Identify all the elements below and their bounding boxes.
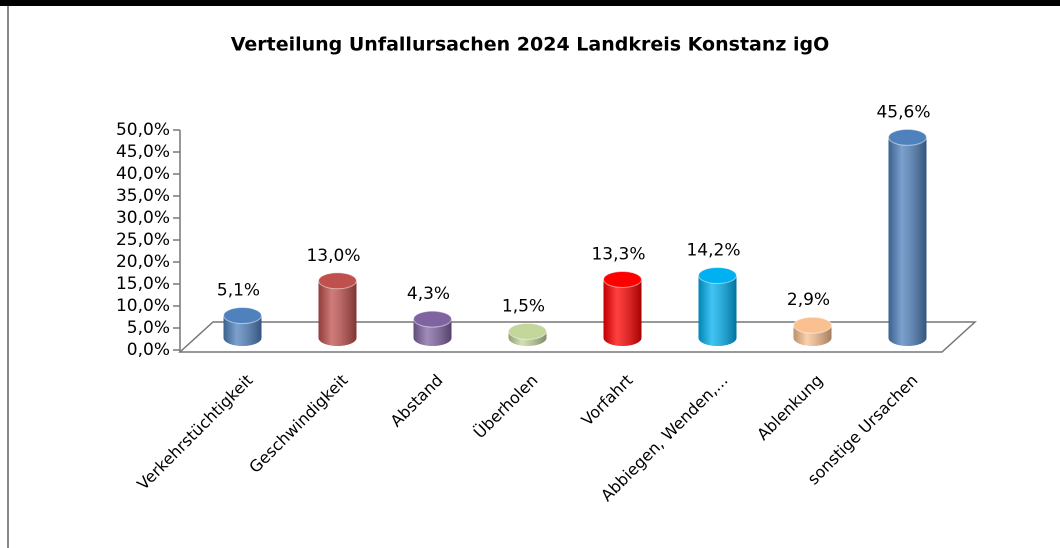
y-tick-label: 35,0% bbox=[116, 186, 170, 206]
data-label: 45,6% bbox=[876, 102, 930, 122]
bar-top bbox=[603, 270, 642, 288]
x-tick-label: Überholen bbox=[470, 371, 542, 443]
top-cell-separators bbox=[377, 0, 927, 6]
x-tick-label: Vorfahrt bbox=[577, 371, 636, 430]
bar-shade bbox=[318, 280, 357, 346]
bar-shade bbox=[888, 137, 927, 346]
x-tick-label: Abstand bbox=[387, 371, 447, 431]
data-label: 1,5% bbox=[502, 296, 545, 316]
y-tick-label: 30,0% bbox=[116, 208, 170, 228]
bar-shade bbox=[698, 275, 737, 346]
y-tick-label: 0,0% bbox=[127, 340, 170, 360]
x-tick-label: Verkehrstüchtigkeit bbox=[133, 371, 256, 494]
bar-top bbox=[508, 322, 547, 340]
y-tick-label: 40,0% bbox=[116, 164, 170, 184]
bar-shade bbox=[603, 279, 642, 346]
x-tick-label: Geschwindigkeit bbox=[245, 371, 351, 477]
chart-title: Verteilung Unfallursachen 2024 Landkreis… bbox=[231, 34, 830, 56]
data-label: 13,3% bbox=[591, 244, 645, 264]
floor bbox=[178, 321, 977, 353]
bar-top bbox=[793, 316, 832, 334]
data-label: 2,9% bbox=[787, 290, 830, 310]
y-tick-label: 10,0% bbox=[116, 296, 170, 316]
top-border bbox=[0, 0, 1060, 6]
y-tick-label: 5,0% bbox=[127, 318, 170, 338]
y-tick-label: 25,0% bbox=[116, 230, 170, 250]
data-label: 4,3% bbox=[407, 284, 450, 304]
y-tick-label: 45,0% bbox=[116, 142, 170, 162]
bar-top bbox=[318, 272, 357, 290]
y-tick-label: 20,0% bbox=[116, 252, 170, 272]
y-tick-label: 50,0% bbox=[116, 120, 170, 140]
bar-top bbox=[413, 310, 452, 328]
x-tick-label: Ablenkung bbox=[753, 371, 826, 444]
bar-shade bbox=[223, 315, 262, 346]
data-label: 13,0% bbox=[306, 246, 360, 266]
bar-top bbox=[888, 128, 927, 146]
bar-top bbox=[698, 267, 737, 285]
bar-top bbox=[223, 307, 262, 325]
data-label: 5,1% bbox=[217, 281, 260, 301]
data-label: 14,2% bbox=[686, 241, 740, 261]
y-tick-label: 15,0% bbox=[116, 274, 170, 294]
